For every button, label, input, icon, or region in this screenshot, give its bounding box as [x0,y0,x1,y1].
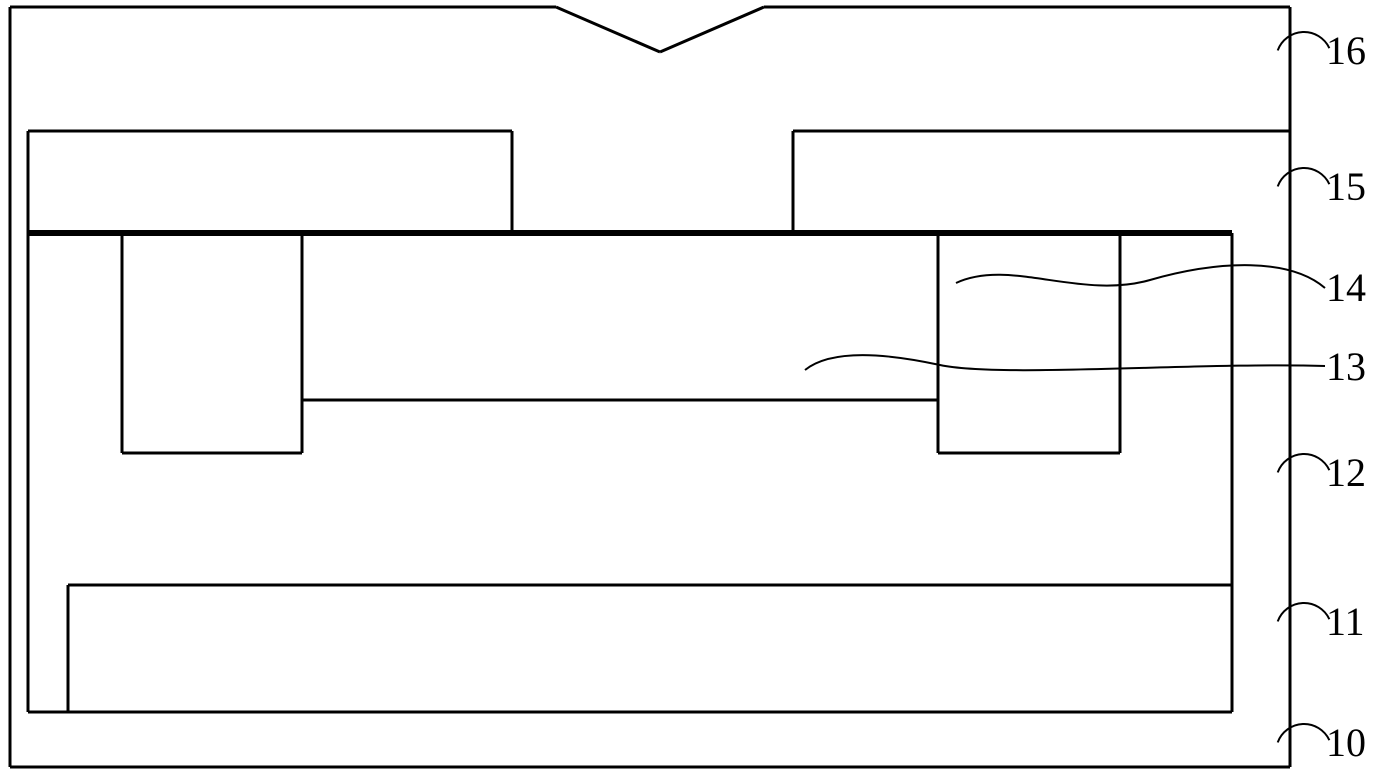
cross-section-diagram [0,0,1399,777]
layer-label-12: 12 [1326,453,1366,493]
layer-label-16: 16 [1326,31,1366,71]
layer-label-14: 14 [1326,268,1366,308]
layer-label-11: 11 [1326,602,1365,642]
layer-label-10: 10 [1326,723,1366,763]
layer-label-13: 13 [1326,347,1366,387]
layer-label-15: 15 [1326,167,1366,207]
